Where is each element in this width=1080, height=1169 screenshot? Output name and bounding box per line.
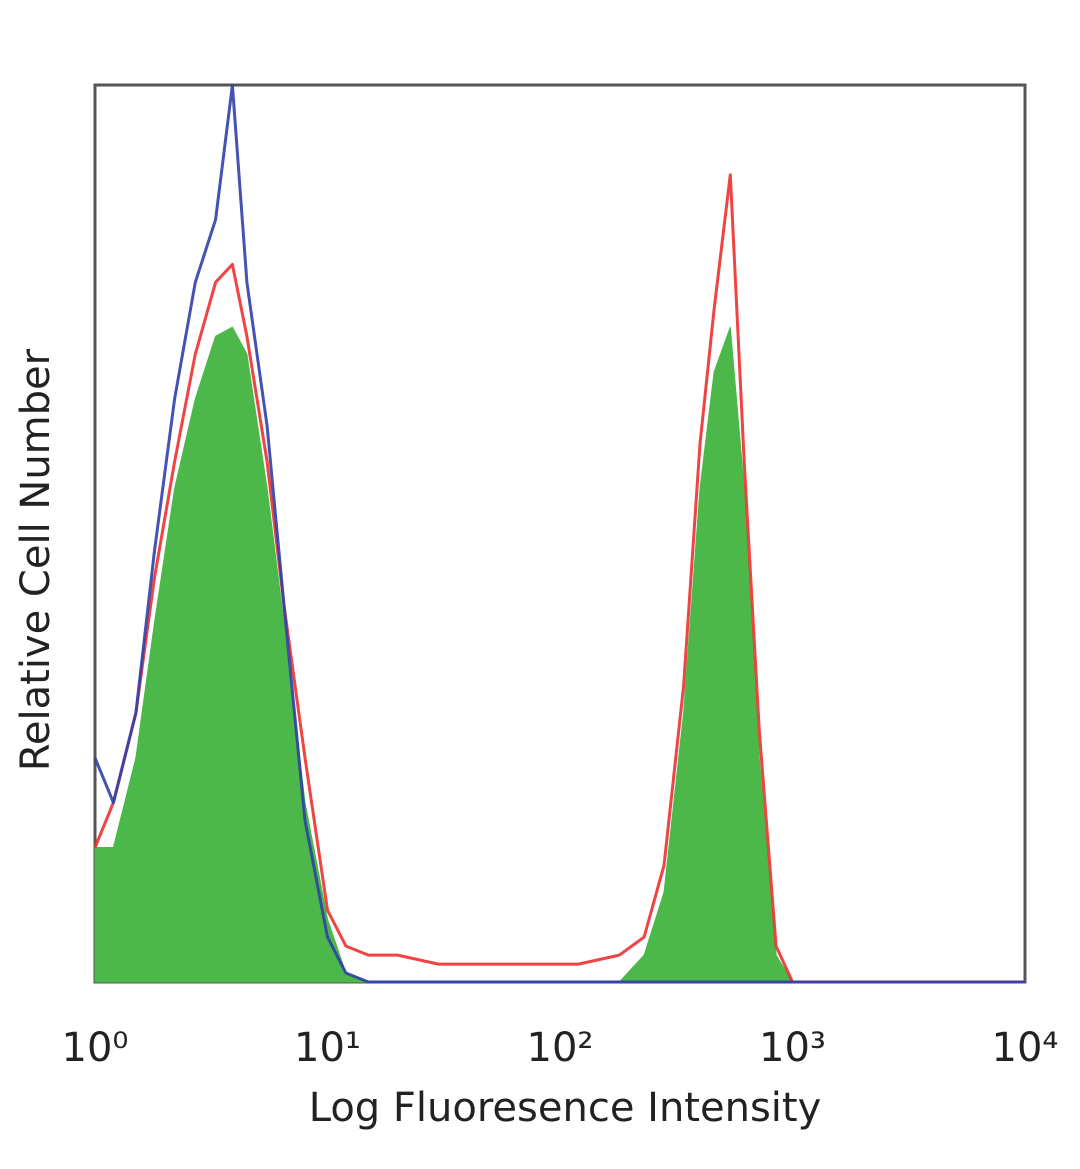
x-tick-label: 10³ xyxy=(759,1025,826,1071)
area xyxy=(94,326,1026,983)
x-tick-label: 10¹ xyxy=(294,1025,361,1071)
line xyxy=(93,173,1025,984)
line xyxy=(93,83,1025,984)
x-axis-label: Log Fluoresence Intensity xyxy=(309,1085,822,1131)
x-tick-label: 10⁴ xyxy=(992,1025,1059,1071)
x-tick-label: 10⁰ xyxy=(62,1025,129,1071)
y-axis-label: Relative Cell Number xyxy=(13,348,59,771)
x-tick-label: 10² xyxy=(527,1025,594,1071)
